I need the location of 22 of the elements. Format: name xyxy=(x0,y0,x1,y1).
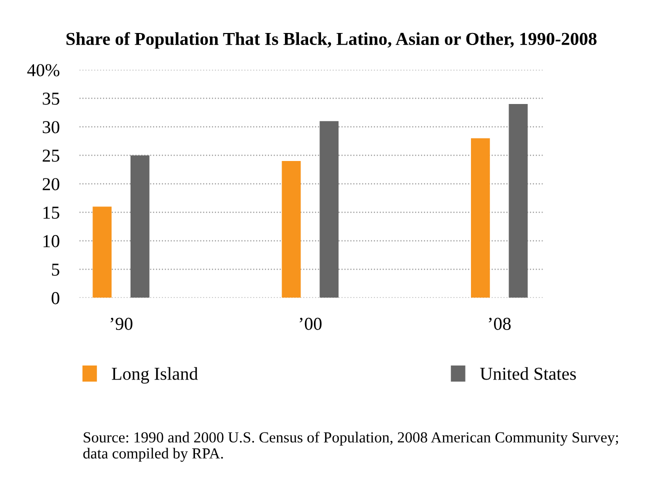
x-tick-label: ’08 xyxy=(488,318,511,330)
y-tick-label: 5 xyxy=(52,264,60,276)
source-note: Source: 1990 and 2000 U.S. Census of Population, 2008 American Community Survey; data compiled by RPA. xyxy=(83,432,618,462)
chart-title: Share of Population That Is Black, Latino, Asian or Other, 1990-2008 xyxy=(66,32,597,49)
y-tick-label: 15 xyxy=(44,206,60,219)
y-tick-label: 35 xyxy=(42,92,60,105)
x-tick-label: ’90 xyxy=(110,318,132,330)
y-tick-label: 10 xyxy=(44,235,60,248)
bar xyxy=(508,104,528,298)
bar xyxy=(320,121,339,298)
bar xyxy=(92,206,112,298)
legend-label: United States xyxy=(480,367,576,380)
bar xyxy=(282,161,301,298)
y-tick-label: 20 xyxy=(42,178,60,190)
bar xyxy=(470,138,490,298)
x-tick-label: ’00 xyxy=(300,318,322,330)
y-tick-label: 25 xyxy=(42,150,60,162)
y-tick-label: 30 xyxy=(42,121,60,134)
y-tick-label: 40% xyxy=(27,64,60,76)
legend-label: Long Island xyxy=(112,367,198,384)
bar xyxy=(130,155,150,298)
y-tick-label: 0 xyxy=(52,292,60,304)
